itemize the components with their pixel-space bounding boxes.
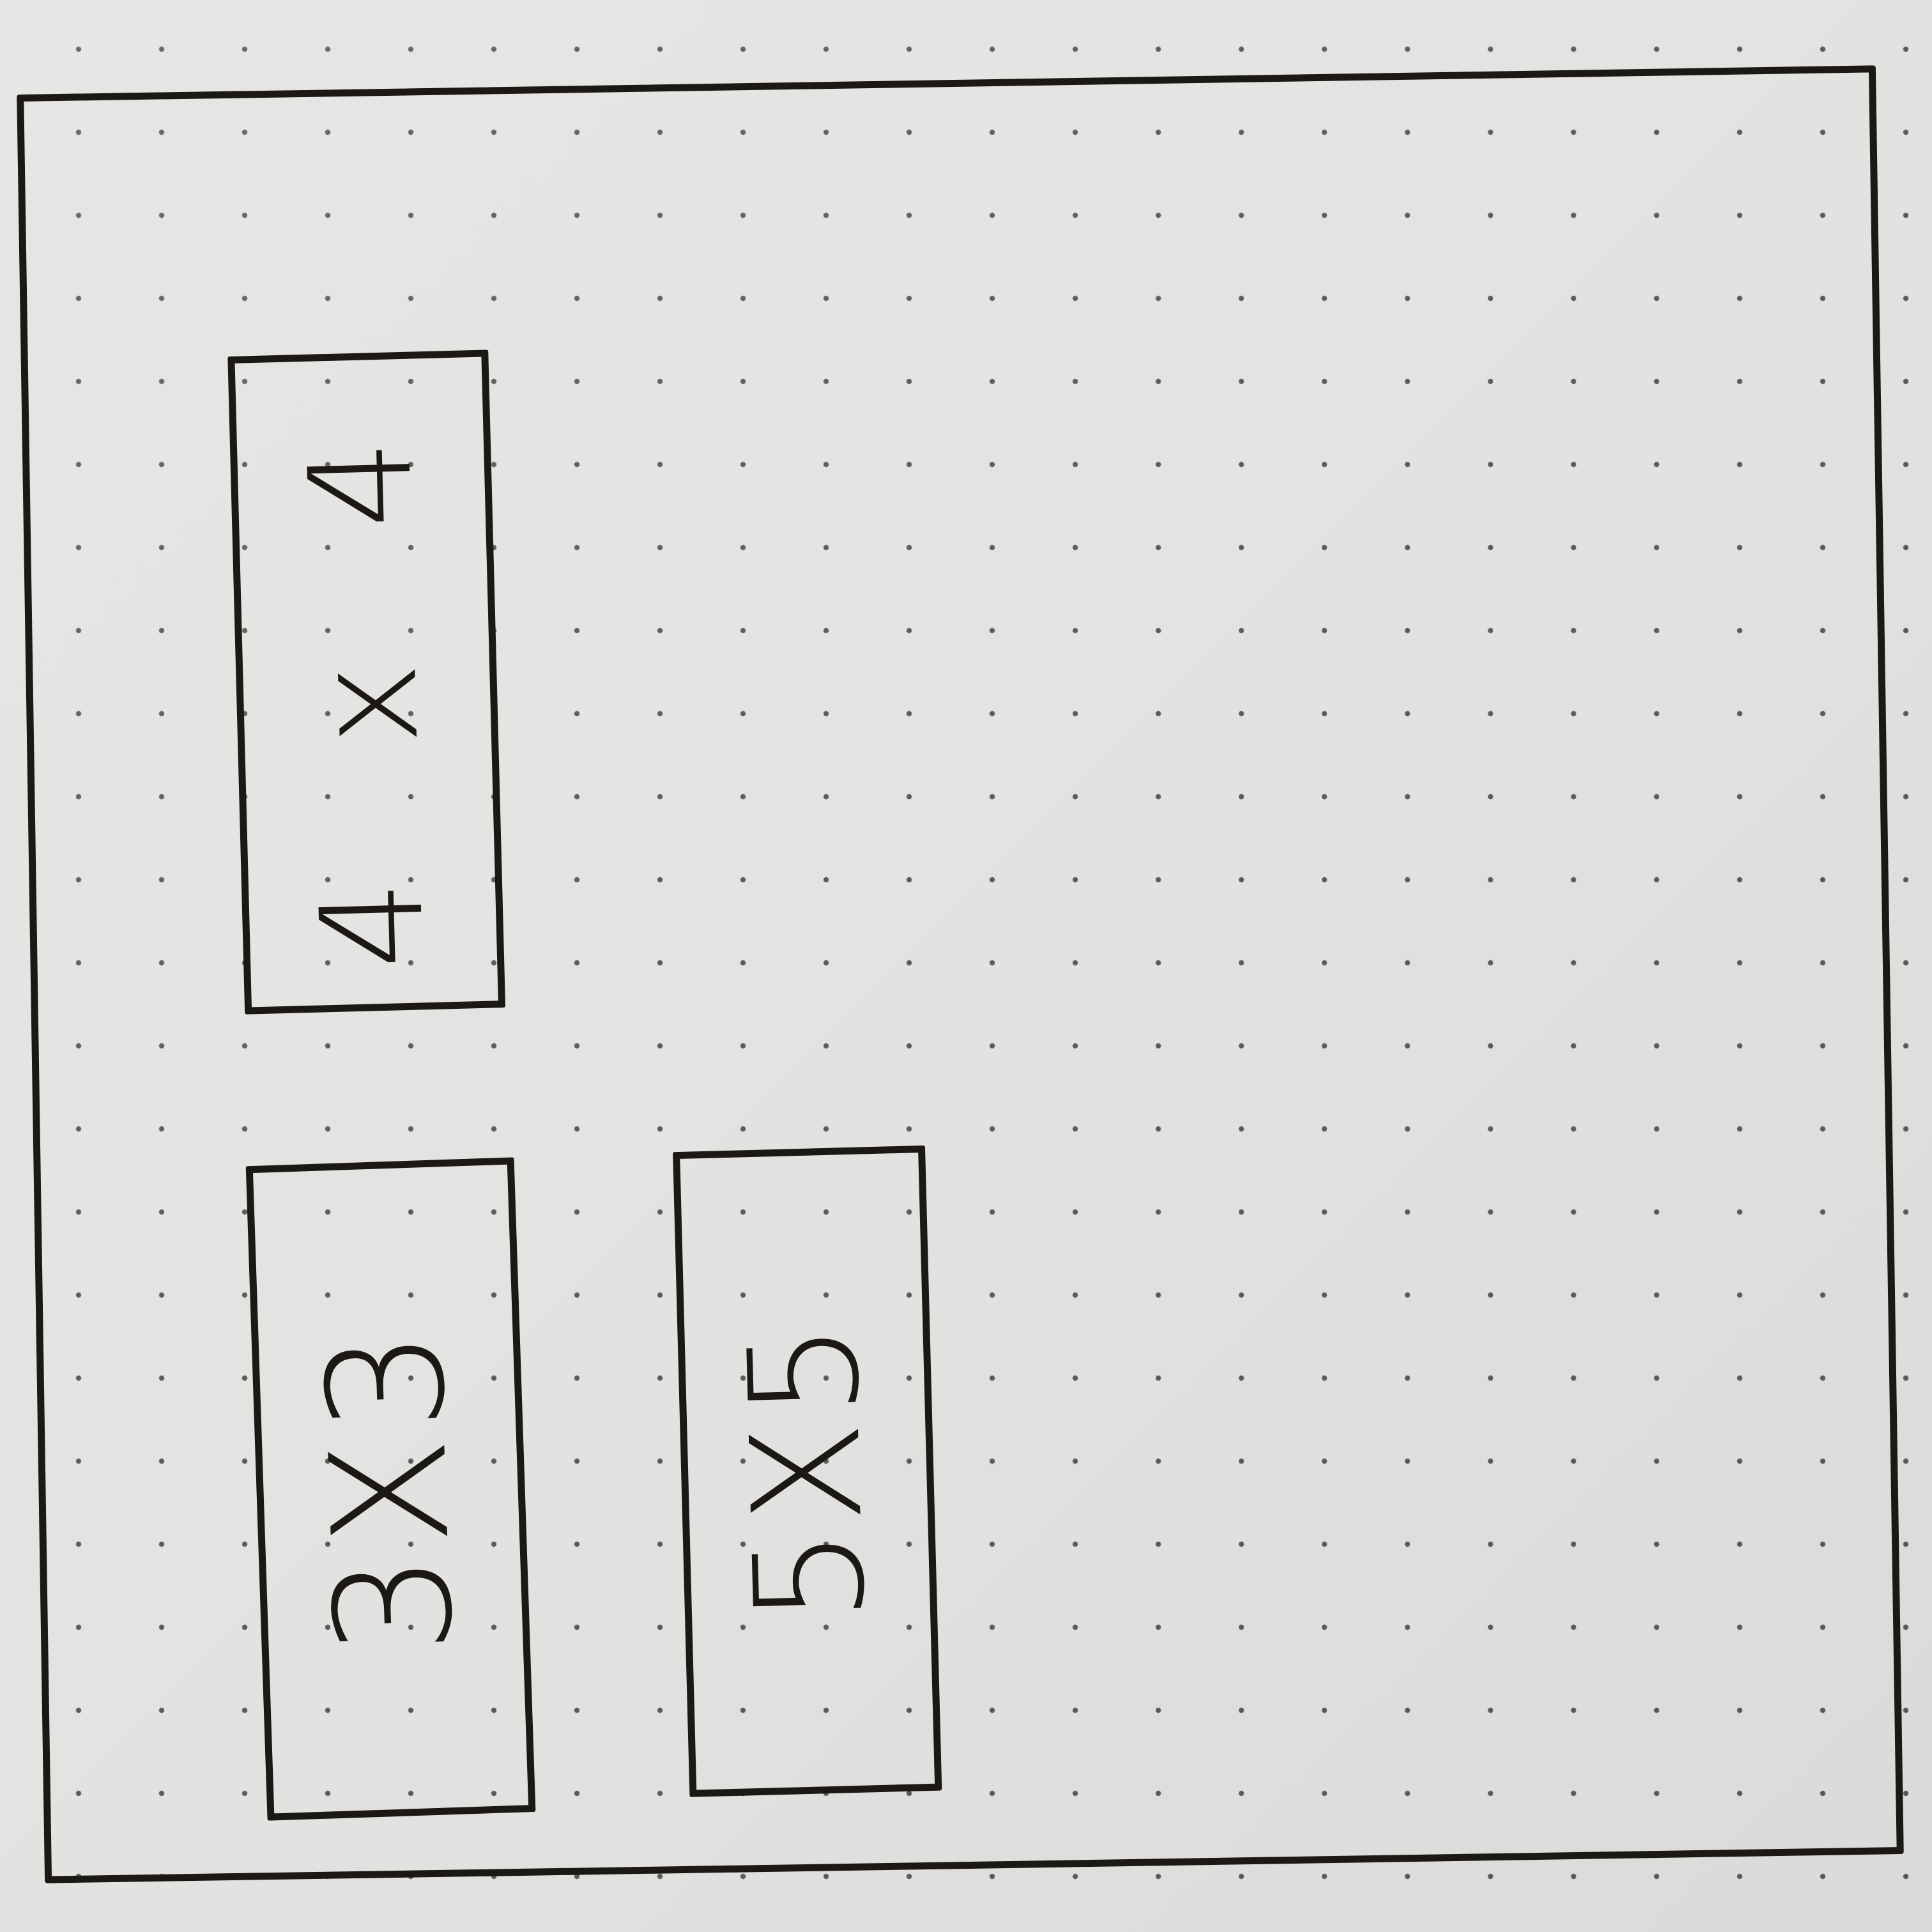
- grid-size-3x3-label: 3X3: [292, 1320, 489, 1658]
- grid-size-5x5-label: 5X5: [716, 1316, 899, 1627]
- screen-frame: 4 x 4 3X3 5X5: [17, 65, 1904, 1883]
- grid-size-4x4-label: 4 x 4: [277, 392, 456, 972]
- grid-size-4x4-button[interactable]: 4 x 4: [227, 349, 506, 1015]
- grid-size-5x5-button[interactable]: 5X5: [673, 1145, 942, 1797]
- grid-size-3x3-button[interactable]: 3X3: [245, 1157, 536, 1821]
